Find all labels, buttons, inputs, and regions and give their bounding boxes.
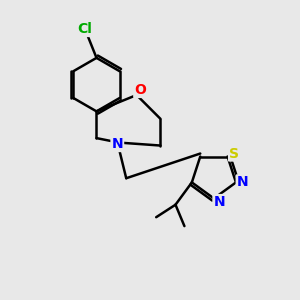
Text: N: N xyxy=(213,195,225,209)
Text: N: N xyxy=(237,176,248,189)
Text: N: N xyxy=(112,137,123,151)
Text: S: S xyxy=(229,146,239,161)
Text: Cl: Cl xyxy=(77,22,92,36)
Text: O: O xyxy=(134,83,146,97)
